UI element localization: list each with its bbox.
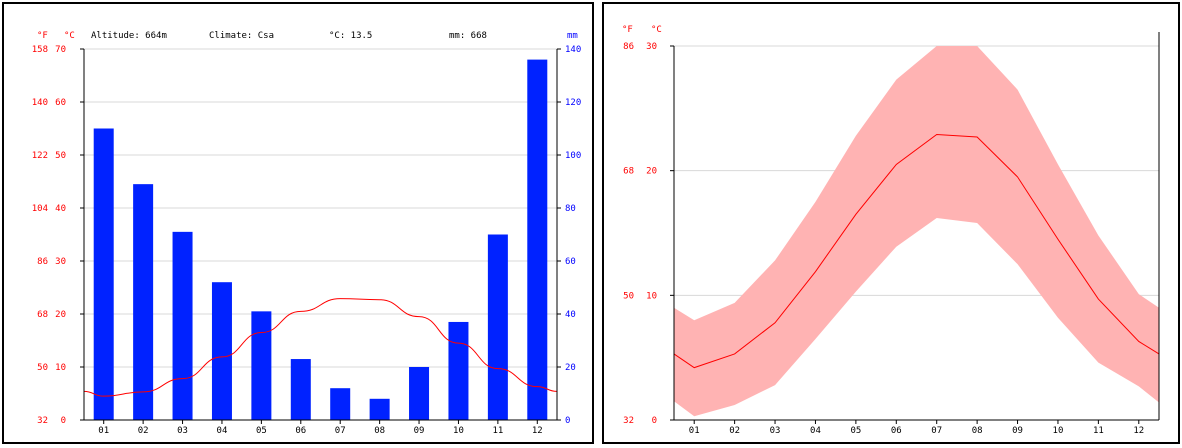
precipitation-bar <box>330 388 351 420</box>
temperature-range-panel: 01 02 03 04 05 06 07 08 09 10 11 12 0 32 10 50 20 68 30 86… <box>602 2 1180 444</box>
precipitation-bar <box>251 311 272 420</box>
precipitation-bar <box>448 321 469 420</box>
x-tick-label: 07 <box>931 426 942 436</box>
precipitation-bar <box>527 59 548 420</box>
precipitation-bar <box>172 231 193 420</box>
x-tick-label: 11 <box>1093 426 1104 436</box>
x-tick-label: 11 <box>492 426 503 436</box>
x-tick-label: 04 <box>810 426 821 436</box>
y-tick-label-fahrenheit: 68 <box>37 310 48 320</box>
y-tick-label-celsius: 0 <box>652 416 657 426</box>
y-tick-label-fahrenheit: 32 <box>37 416 48 426</box>
celsius-unit-label: °C <box>651 25 662 35</box>
climograph-panel: 01 02 03 04 05 06 07 08 09 10 11 12 0 32 10 50 20 68 30 86… <box>2 2 594 444</box>
y-tick-label-mm: 140 <box>565 45 581 55</box>
x-tick-label: 02 <box>138 426 149 436</box>
y-tick-label-mm: 100 <box>565 151 581 161</box>
x-tick-label: 04 <box>217 426 228 436</box>
y-tick-label-fahrenheit: 86 <box>623 42 634 52</box>
x-tick-label: 01 <box>689 426 700 436</box>
x-tick-label: 10 <box>453 426 464 436</box>
mean-temperature-info: °C: 13.5 <box>329 31 372 41</box>
x-tick-label: 06 <box>295 426 306 436</box>
y-tick-label-celsius: 10 <box>55 363 66 373</box>
x-tick-label: 02 <box>729 426 740 436</box>
y-tick-label-fahrenheit: 68 <box>623 167 634 177</box>
x-tick-label: 07 <box>335 426 346 436</box>
x-tick-label: 08 <box>374 426 385 436</box>
total-precipitation-info: mm: 668 <box>449 31 487 41</box>
temperature-line <box>83 298 558 397</box>
precipitation-bar <box>409 367 430 420</box>
x-tick-label: 08 <box>972 426 983 436</box>
x-tick-label: 06 <box>891 426 902 436</box>
y-tick-label-mm: 40 <box>565 310 576 320</box>
x-tick-label: 05 <box>850 426 861 436</box>
y-tick-label-fahrenheit: 140 <box>32 98 48 108</box>
precipitation-bar <box>369 398 390 420</box>
y-tick-label-celsius: 60 <box>55 98 66 108</box>
y-tick-label-celsius: 20 <box>55 310 66 320</box>
y-tick-label-fahrenheit: 86 <box>37 257 48 267</box>
y-tick-label-fahrenheit: 104 <box>32 204 48 214</box>
celsius-unit-label: °C <box>64 31 75 41</box>
x-tick-label: 09 <box>414 426 425 436</box>
y-tick-label-fahrenheit: 32 <box>623 416 634 426</box>
y-tick-label-mm: 0 <box>565 416 570 426</box>
y-tick-label-celsius: 50 <box>55 151 66 161</box>
fahrenheit-unit-label: °F <box>622 25 633 35</box>
y-tick-label-celsius: 0 <box>61 416 66 426</box>
y-tick-label-fahrenheit: 50 <box>37 363 48 373</box>
precipitation-bar <box>211 282 232 420</box>
y-tick-label-celsius: 70 <box>55 45 66 55</box>
x-tick-label: 10 <box>1053 426 1064 436</box>
x-tick-label: 09 <box>1012 426 1023 436</box>
precipitation-bar <box>487 234 508 420</box>
y-tick-label-fahrenheit: 50 <box>623 291 634 301</box>
y-tick-label-celsius: 40 <box>55 204 66 214</box>
x-tick-label: 12 <box>1133 426 1144 436</box>
y-tick-label-celsius: 20 <box>646 167 657 177</box>
y-tick-label-mm: 120 <box>565 98 581 108</box>
x-tick-label: 12 <box>532 426 543 436</box>
temperature-range-area <box>674 46 1159 417</box>
mm-unit-label: mm <box>567 31 578 41</box>
x-tick-label: 05 <box>256 426 267 436</box>
precipitation-bar <box>133 184 154 420</box>
fahrenheit-unit-label: °F <box>37 31 48 41</box>
temperature-range-chart: 01 02 03 04 05 06 07 08 09 10 11 12 0 32 10 50 20 68 30 86… <box>622 25 1160 436</box>
altitude-info: Altitude: 664m <box>91 31 167 41</box>
climate-info: Climate: Csa <box>209 31 274 41</box>
mean-temperature-line <box>673 134 1160 369</box>
precipitation-bar <box>93 128 114 420</box>
y-tick-label-mm: 20 <box>565 363 576 373</box>
y-tick-label-celsius: 30 <box>55 257 66 267</box>
y-tick-label-fahrenheit: 122 <box>32 151 48 161</box>
x-tick-label: 01 <box>98 426 109 436</box>
y-tick-label-mm: 80 <box>565 204 576 214</box>
y-tick-label-celsius: 10 <box>646 291 657 301</box>
x-tick-label: 03 <box>177 426 188 436</box>
y-tick-label-celsius: 30 <box>646 42 657 52</box>
x-tick-label: 03 <box>770 426 781 436</box>
y-tick-label-fahrenheit: 158 <box>32 45 48 55</box>
precipitation-bar <box>290 359 311 420</box>
climograph-chart: 01 02 03 04 05 06 07 08 09 10 11 12 0 32 10 50 20 68 30 86… <box>32 31 582 436</box>
y-tick-label-mm: 60 <box>565 257 576 267</box>
